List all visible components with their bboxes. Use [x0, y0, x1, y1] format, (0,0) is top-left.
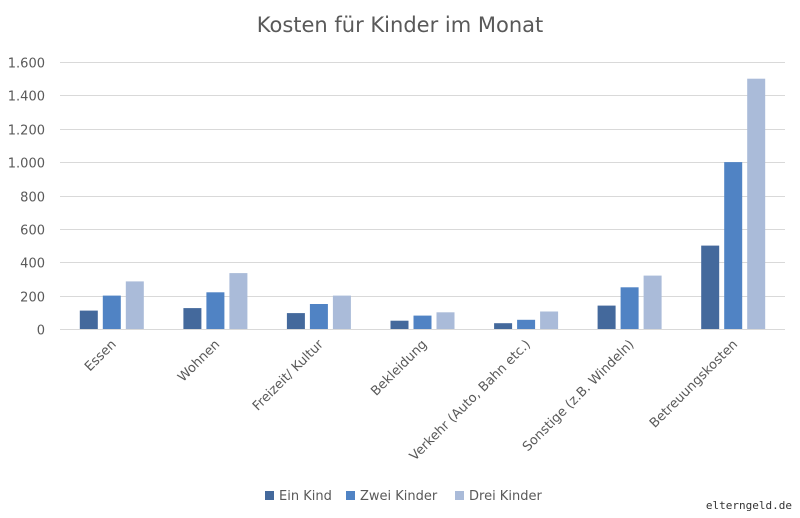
gridlines [60, 62, 785, 330]
bar [517, 319, 536, 329]
bars [79, 78, 766, 329]
x-tick-label: Verkehr (Auto, Bahn etc.) [407, 337, 534, 464]
chart-title: Kosten für Kinder im Monat [257, 13, 543, 37]
bar [701, 245, 720, 329]
legend-item: Zwei Kinder [346, 489, 438, 504]
y-tick-label: 600 [20, 224, 45, 239]
legend-item: Drei Kinder [455, 489, 542, 504]
x-tick-label: Wohnen [175, 337, 223, 385]
bar [620, 287, 639, 329]
bar [643, 275, 662, 329]
legend-swatch [265, 491, 274, 500]
legend-label: Zwei Kinder [360, 489, 438, 504]
legend-label: Ein Kind [279, 489, 332, 504]
legend-swatch [346, 491, 355, 500]
legend-item: Ein Kind [265, 489, 332, 504]
bar [309, 304, 328, 329]
watermark: elterngeld.de [706, 499, 792, 512]
x-tick-label: Sonstige (z.B. Windeln) [520, 337, 637, 454]
legend-label: Drei Kinder [469, 489, 542, 504]
y-tick-label: 400 [20, 257, 45, 272]
bar [102, 295, 121, 329]
bar [79, 310, 98, 329]
x-tick-label: Betreuungskosten [647, 337, 741, 431]
bar [332, 295, 351, 329]
bar [125, 281, 144, 329]
y-tick-label: 1.400 [8, 90, 45, 105]
bar [206, 292, 225, 329]
bar [229, 273, 248, 329]
bar [183, 308, 202, 329]
bar [494, 323, 513, 329]
y-tick-label: 200 [20, 291, 45, 306]
bar [413, 315, 432, 329]
y-tick-label: 800 [20, 191, 45, 206]
x-axis-labels: Essen Wohnen Freizeit/ Kultur BekleidungVer… [82, 337, 741, 464]
bar [747, 78, 766, 329]
y-tick-label: 1.200 [8, 124, 45, 139]
bar [390, 320, 409, 329]
y-axis-ticks: 0 200 400 600 800 1.000 1.200 1.400 1.600 [8, 57, 45, 339]
x-tick-label: Essen [82, 337, 119, 374]
legend-swatch [455, 491, 464, 500]
bar [286, 313, 305, 329]
legend: Ein Kind Zwei Kinder Drei Kinder [265, 489, 542, 504]
bar [724, 162, 743, 329]
bar [540, 311, 559, 329]
y-tick-label: 1.000 [8, 157, 45, 172]
y-tick-label: 1.600 [8, 57, 45, 72]
y-tick-label: 0 [37, 324, 45, 339]
x-tick-label: Bekleidung [368, 337, 430, 399]
x-tick-label: Freizeit/ Kultur [250, 337, 327, 414]
bar [597, 305, 616, 329]
bar [436, 312, 455, 329]
